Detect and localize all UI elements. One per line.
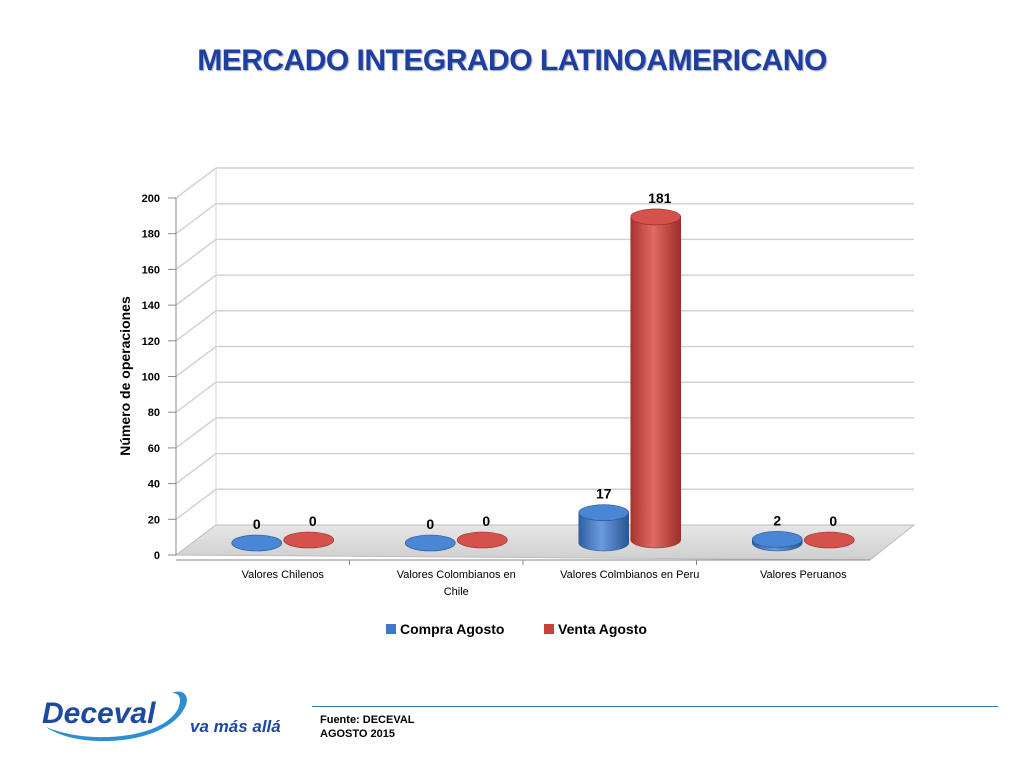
data-label: 17 (596, 486, 612, 502)
bar-0-2: 17 (578, 486, 630, 552)
bar-top (404, 534, 456, 552)
y-tick-label: 140 (142, 300, 160, 312)
gridline (175, 310, 914, 342)
y-tick-label: 200 (142, 193, 160, 205)
bar-0-1: 0 (404, 516, 456, 552)
source-label: Fuente: DECEVAL (320, 714, 415, 726)
data-label: 0 (829, 513, 837, 529)
chart-floor (174, 524, 916, 561)
y-tick-label: 60 (148, 443, 160, 455)
bar-0-0: 0 (231, 516, 283, 552)
bar-1-3: 0 (803, 513, 855, 549)
x-tick-line: Chile (444, 586, 469, 598)
legend-swatch (544, 624, 554, 634)
data-label: 181 (648, 190, 672, 206)
gridlines (175, 167, 914, 520)
bar-body (630, 216, 681, 549)
legend-label: Compra Agosto (400, 621, 504, 637)
x-tick-label: Valores Colombianos en Chile (397, 569, 516, 598)
data-label: 2 (773, 512, 781, 528)
x-tick-line: Valores Chilenos (242, 569, 325, 581)
source-date: AGOSTO 2015 (320, 728, 395, 740)
x-tick-line: Valores Peruanos (760, 569, 847, 581)
slide-title: MERCADO INTEGRADO LATINOAMERICANO (197, 44, 827, 77)
gridline (175, 345, 914, 378)
x-tick-line: Valores Colmbianos en Peru (560, 569, 699, 581)
gridline (175, 238, 914, 270)
logo-brand-text: Deceval (42, 697, 156, 730)
y-tick-label: 80 (148, 407, 160, 419)
data-label: 0 (253, 516, 261, 532)
gridline (175, 202, 914, 235)
bar-body (578, 512, 629, 552)
gridline (175, 417, 914, 449)
gridline (175, 381, 914, 413)
x-axis-labels: Valores Chilenos Valores Colombianos en Ch… (242, 560, 847, 598)
bar-0-3: 2 (751, 512, 803, 552)
bar-top (751, 531, 803, 548)
gridline (175, 452, 914, 485)
gridline (175, 274, 914, 306)
data-label: 0 (482, 513, 490, 529)
source-note: Fuente: DECEVAL AGOSTO 2015 (320, 713, 415, 741)
gridline (175, 167, 914, 199)
logo-tagline: va más allá (190, 717, 280, 736)
x-tick-label: Valores Peruanos (760, 569, 847, 581)
y-tick-label: 100 (142, 372, 160, 384)
y-tick-label: 40 (148, 479, 160, 491)
x-tick-line: Valores Colombianos en (397, 569, 516, 581)
bar-1-2: 181 (630, 190, 682, 549)
y-tick-label: 0 (154, 550, 160, 562)
y-axis-label: Número de operaciones (117, 296, 133, 456)
bar-top (578, 504, 630, 521)
y-tick-label: 20 (148, 514, 160, 526)
y-tick-label: 180 (142, 229, 160, 241)
legend-label: Venta Agosto (558, 621, 647, 637)
x-tick-label: Valores Colmbianos en Peru (560, 569, 699, 581)
chart-walls (174, 167, 916, 561)
deceval-logo: Deceval va más allá (42, 691, 280, 742)
data-label: 0 (309, 513, 317, 529)
bars: 0 0 0 0 17 181 2 0 (231, 190, 855, 552)
bar-top (283, 531, 335, 549)
x-tick-label: Valores Chilenos (242, 569, 325, 581)
bar-top (630, 208, 682, 226)
bar-1-1: 0 (456, 513, 508, 549)
bar-top (456, 531, 508, 549)
bar-top (231, 534, 283, 552)
y-tick-label: 120 (142, 336, 160, 348)
footer-divider (312, 706, 998, 707)
y-tick-label: 160 (142, 264, 160, 276)
legend: Compra Agosto Venta Agosto (386, 621, 647, 637)
bar-top (803, 531, 855, 549)
gridline (175, 488, 914, 520)
legend-swatch (386, 624, 396, 634)
data-label: 0 (426, 516, 434, 532)
bar-1-0: 0 (283, 513, 335, 549)
